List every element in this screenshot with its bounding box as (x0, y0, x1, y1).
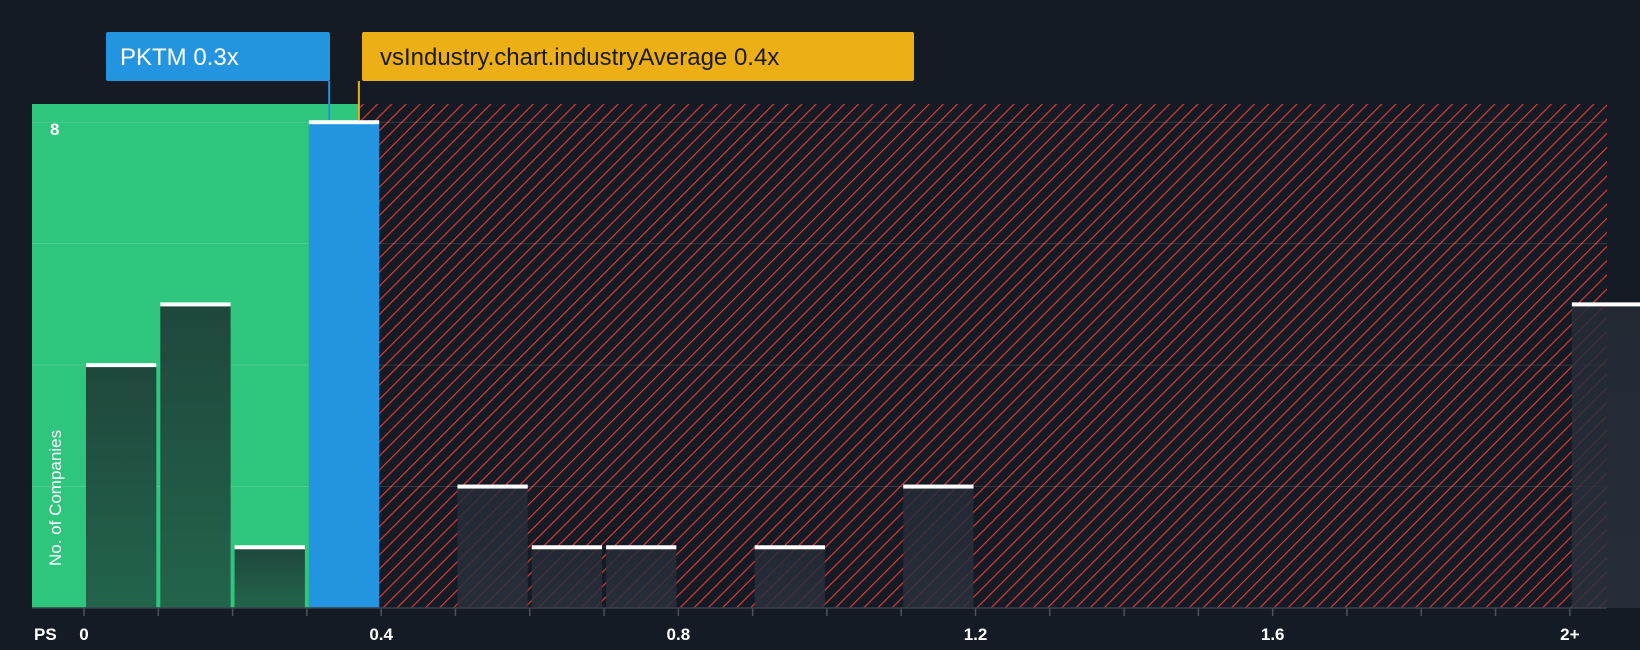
histogram-bar (86, 365, 157, 608)
histogram-bar-cap (606, 545, 677, 550)
histogram-bar-cap (754, 545, 825, 550)
histogram-bar-cap (1571, 302, 1640, 307)
histogram-bar-cap (903, 484, 974, 489)
x-tick-label: 0.8 (667, 625, 691, 644)
histogram-bar (903, 486, 974, 608)
y-axis-label: No. of Companies (46, 430, 65, 566)
company-callout-box (106, 32, 330, 81)
x-tick-label: 2+ (1560, 625, 1579, 644)
histogram-bar (606, 547, 677, 608)
histogram-bar (1571, 304, 1640, 608)
x-tick-label: 0 (79, 625, 88, 644)
histogram-bar-cap (531, 545, 603, 550)
company-callout-label: PKTM 0.3x (120, 44, 239, 71)
histogram-bar (234, 547, 305, 608)
x-tick-label: 1.2 (964, 625, 988, 644)
histogram-bar-cap (86, 363, 157, 368)
y-tick-label: 8 (50, 120, 59, 139)
industry-average-callout: vsIndustry.chart.industryAverage 0.4x (357, 32, 914, 120)
company-callout: PKTM 0.3x (106, 32, 331, 120)
histogram-bar (457, 486, 528, 608)
histogram-bar-cap (308, 120, 380, 125)
x-axis-label: PS (34, 625, 57, 644)
histogram-bar-cap (234, 545, 305, 550)
x-tick-label: 0.4 (369, 625, 393, 644)
grid-lines (32, 121, 1607, 488)
above-average-region (358, 104, 1608, 608)
histogram-bar-cap (457, 484, 528, 489)
histogram-bar-cap (160, 302, 231, 307)
x-axis-ticks: 0 0.4 0.8 1.2 1.6 2+ 8 (50, 120, 1580, 644)
histogram-bar (160, 304, 231, 608)
industry-callout-box (362, 32, 914, 81)
histogram-bar (308, 122, 380, 609)
industry-callout-label: vsIndustry.chart.industryAverage 0.4x (380, 44, 779, 71)
x-tick-label: 1.6 (1261, 625, 1285, 644)
histogram-bar (531, 547, 603, 608)
histogram-bars (86, 120, 1640, 609)
histogram-bar (754, 547, 825, 608)
